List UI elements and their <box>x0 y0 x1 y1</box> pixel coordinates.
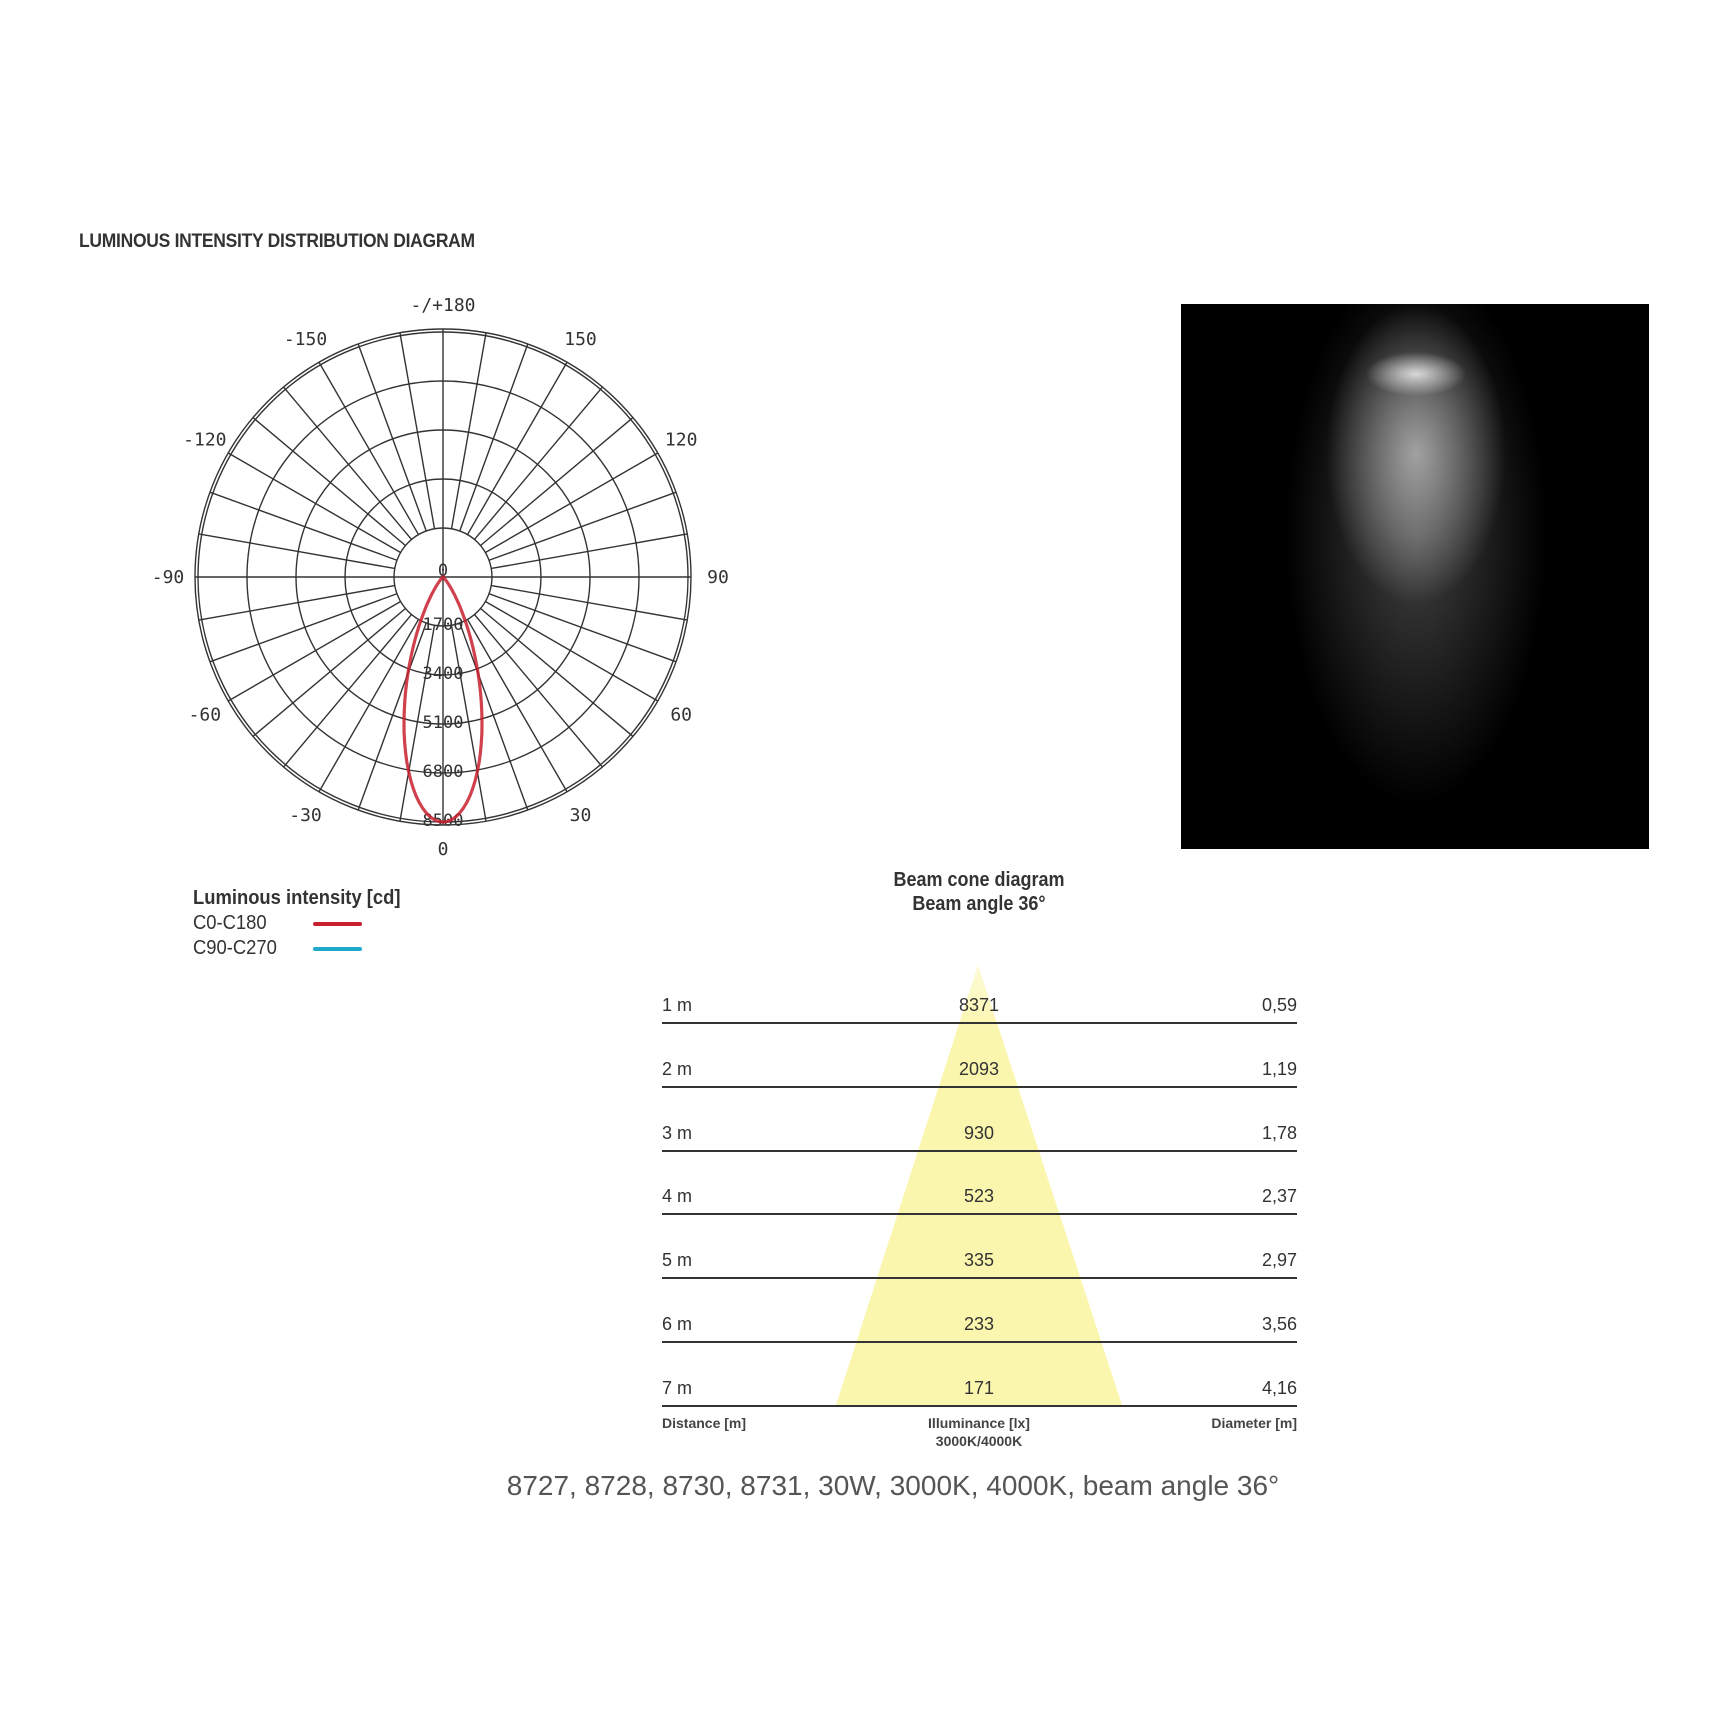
illuminance-cell: 523 <box>963 1186 995 1207</box>
distance-cell: 7 m <box>662 1377 693 1398</box>
grid-spoke <box>252 417 406 547</box>
grid-spoke <box>209 593 398 663</box>
diameter-cell: 4,16 <box>1261 1377 1297 1398</box>
grid-spoke <box>466 361 568 535</box>
grid-spoke <box>283 614 413 768</box>
grid-spoke <box>318 619 420 793</box>
product-caption: 8727, 8728, 8730, 8731, 30W, 3000K, 4000… <box>506 1470 1280 1501</box>
grid-spoke <box>459 343 529 532</box>
radial-tick-label: 0 <box>438 561 448 581</box>
grid-spoke <box>488 491 677 561</box>
table-row-line <box>662 1213 1297 1216</box>
grid-spoke <box>227 452 401 554</box>
illuminance-cell: 930 <box>963 1122 995 1143</box>
distance-cell: 6 m <box>662 1314 693 1334</box>
grid-spoke <box>357 622 427 811</box>
column-distance: Distance [m] <box>662 1415 747 1431</box>
light-glow <box>1181 304 1649 849</box>
grid-spoke <box>450 625 487 822</box>
grid-spoke <box>399 625 436 822</box>
grid-spoke <box>198 584 395 621</box>
legend-swatch-c90-c270 <box>313 947 362 951</box>
series-c0-c180-curve <box>402 575 484 824</box>
distance-cell: 5 m <box>662 1250 693 1271</box>
diameter-cell: 2,97 <box>1261 1250 1297 1271</box>
angle-label: 90 <box>707 567 729 588</box>
polar-intensity-chart: -/+180 -150 150 -120 120 -90 90 -60 60 -30 30 0 0 170… <box>152 295 729 860</box>
grid-spoke <box>491 584 688 621</box>
angle-label: 30 <box>570 805 592 826</box>
grid-spoke <box>357 343 427 532</box>
table-row-line <box>662 1022 1297 1024</box>
beam-cone-shape <box>836 965 1122 1405</box>
illuminance-cell: 335 <box>963 1250 995 1271</box>
radial-tick-label: 5100 <box>423 713 464 733</box>
grid-spoke <box>480 607 634 737</box>
grid-spoke <box>399 332 436 529</box>
illuminance-cell: 233 <box>963 1314 995 1334</box>
grid-spoke <box>459 622 529 811</box>
legend-title: Luminous intensity [cd] <box>193 887 401 909</box>
table-row-line <box>662 1085 1297 1088</box>
grid-spoke <box>488 593 677 663</box>
illuminance-cell: 171 <box>963 1377 995 1398</box>
grid-spoke <box>227 600 401 702</box>
grid-spoke <box>491 533 688 570</box>
angle-label: -150 <box>284 329 327 350</box>
grid-spoke <box>485 600 659 702</box>
distance-cell: 3 m <box>662 1122 693 1143</box>
beam-cone-title: Beam cone diagram <box>893 869 1065 891</box>
legend-label-c0-c180: C0-C180 <box>193 912 267 934</box>
angle-label: -120 <box>183 430 226 451</box>
angle-label: -/+180 <box>410 295 475 316</box>
diagram-title: LUMINOUS INTENSITY DISTRIBUTION DIAGRAM <box>79 231 475 252</box>
radial-tick-label: 1700 <box>423 615 464 635</box>
angle-label: 150 <box>564 329 597 350</box>
legend-label-c90-c270: C90-C270 <box>193 937 277 959</box>
diameter-cell: 2,37 <box>1261 1186 1297 1207</box>
diameter-cell: 1,19 <box>1261 1058 1297 1079</box>
grid-spoke <box>466 619 568 793</box>
diameter-cell: 3,56 <box>1261 1314 1297 1334</box>
table-row-line <box>662 1341 1297 1343</box>
beam-angle-subtitle: Beam angle 36° <box>912 893 1046 915</box>
distance-cell: 1 m <box>662 995 693 1015</box>
distance-cell: 2 m <box>662 1058 693 1079</box>
table-row-line <box>662 1277 1297 1280</box>
angle-label: -90 <box>152 567 185 588</box>
table-row-line <box>662 1149 1297 1152</box>
radial-tick-label: 6800 <box>423 762 464 782</box>
grid-spoke <box>198 533 395 570</box>
beam-photo <box>1181 304 1649 849</box>
grid-spoke <box>473 386 603 540</box>
angle-label: -60 <box>189 705 222 726</box>
illuminance-cell: 8371 <box>958 995 1000 1015</box>
table-row-line <box>662 1404 1297 1407</box>
grid-spoke <box>485 452 659 554</box>
radial-tick-label: 3400 <box>423 664 464 684</box>
diameter-cell: 0,59 <box>1261 995 1297 1015</box>
column-illuminance: Illuminance [lx] <box>928 1415 1030 1431</box>
grid-spoke <box>473 614 603 768</box>
grid-spoke <box>209 491 398 561</box>
legend-swatch-c0-c180 <box>313 922 362 926</box>
grid-spoke <box>450 332 487 529</box>
angle-label: 0 <box>438 839 449 860</box>
grid-spoke <box>318 361 420 535</box>
distance-cell: 4 m <box>662 1186 693 1207</box>
grid-spoke <box>480 417 634 547</box>
diameter-cell: 1,78 <box>1261 1122 1297 1143</box>
grid-spoke <box>252 607 406 737</box>
illuminance-cell: 2093 <box>958 1058 1000 1079</box>
angle-label: 120 <box>665 430 698 451</box>
illuminance-note: 3000K/4000K <box>935 1433 1023 1449</box>
angle-label: 60 <box>670 705 692 726</box>
column-diameter: Diameter [m] <box>1211 1415 1297 1431</box>
grid-spoke <box>283 386 413 540</box>
angle-label: -30 <box>289 805 322 826</box>
